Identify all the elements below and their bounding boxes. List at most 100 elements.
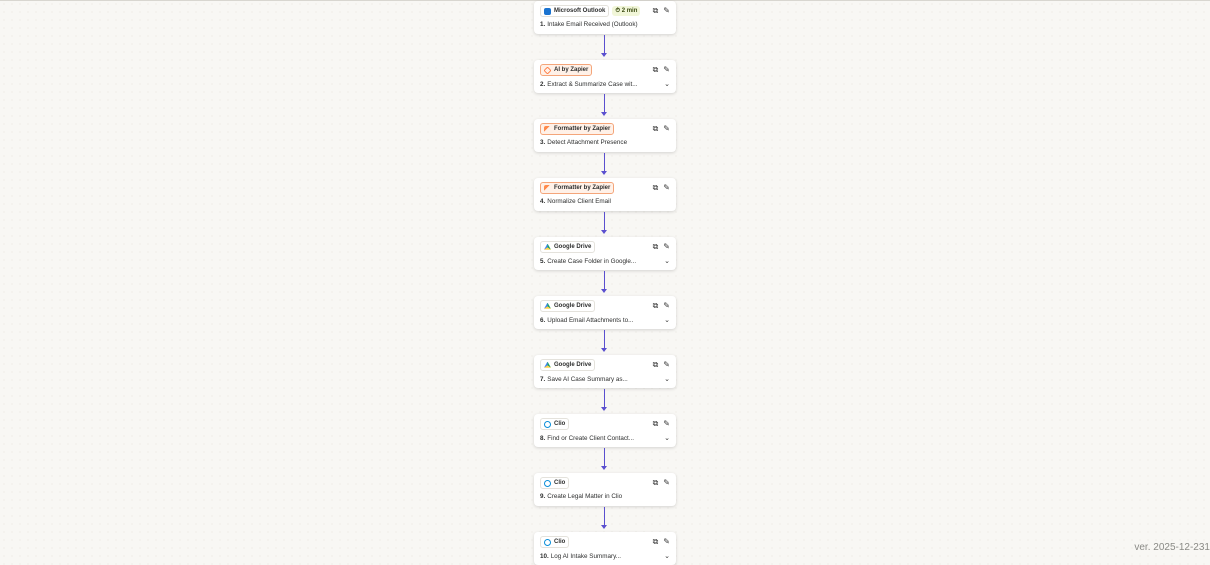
arrow-down-icon: [601, 466, 607, 470]
connector-line: [604, 94, 605, 114]
step-card[interactable]: Microsoft Outlook ⏱ 2 min ⧉ ✎ 1. Intake E…: [534, 1, 676, 34]
app-name: Google Drive: [554, 244, 592, 250]
chevron-down-icon[interactable]: ⌄: [664, 553, 670, 560]
app-name: Formatter by Zapier: [554, 126, 611, 132]
arrow-down-icon: [601, 407, 607, 411]
chevron-down-icon[interactable]: ⌄: [664, 258, 670, 265]
app-badge: Google Drive: [540, 300, 596, 312]
edit-pencil-icon[interactable]: ✎: [663, 183, 670, 192]
app-name: Clio: [554, 480, 566, 486]
formatter-icon: [544, 184, 551, 192]
chevron-down-icon[interactable]: ⌄: [664, 435, 670, 442]
step-title: Upload Email Attachments to...: [547, 316, 634, 324]
step-card[interactable]: Google Drive ⧉ ✎ 5. Create Case Folder in…: [534, 237, 676, 270]
copy-icon[interactable]: ⧉: [652, 65, 659, 74]
arrow-down-icon: [601, 230, 607, 234]
app-name: Clio: [554, 421, 566, 427]
ai-zapier-icon: [543, 66, 552, 74]
app-name: Google Drive: [554, 362, 592, 368]
step-title: Find or Create Client Contact...: [547, 434, 635, 442]
step-card[interactable]: Formatter by Zapier ⧉ ✎ 3. Detect Attachm…: [534, 119, 676, 152]
formatter-icon: [544, 125, 551, 133]
step-number: 4.: [540, 198, 546, 205]
edit-pencil-icon[interactable]: ✎: [663, 419, 670, 428]
app-name: Formatter by Zapier: [554, 185, 611, 191]
app-badge: Clio: [540, 418, 570, 430]
connector-line: [604, 448, 605, 468]
arrow-down-icon: [601, 348, 607, 352]
step-number: 9.: [540, 493, 546, 500]
step-number: 5.: [540, 257, 546, 265]
step-number: 3.: [540, 139, 546, 146]
app-badge: Microsoft Outlook: [540, 5, 610, 17]
step-number: 1.: [540, 21, 546, 28]
step-title: Log AI Intake Summary...: [550, 552, 621, 560]
app-badge: Google Drive: [540, 241, 596, 253]
step-title: Intake Email Received (Outlook): [547, 21, 638, 28]
outlook-icon: [544, 7, 551, 15]
clio-icon: [544, 538, 551, 546]
step-card[interactable]: AI by Zapier ⧉ ✎ 2. Extract & Summarize C…: [534, 60, 676, 93]
connector-line: [604, 35, 605, 55]
google-drive-icon: [544, 243, 551, 250]
app-badge: Formatter by Zapier: [540, 123, 615, 135]
step-card[interactable]: Clio ⧉ ✎ 8. Find or Create Client Contact…: [534, 414, 676, 447]
step-card[interactable]: Google Drive ⧉ ✎ 6. Upload Email Attachme…: [534, 296, 676, 329]
app-name: Clio: [554, 539, 566, 545]
step-card[interactable]: Google Drive ⧉ ✎ 7. Save AI Case Summary …: [534, 355, 676, 388]
arrow-down-icon: [601, 525, 607, 529]
copy-icon[interactable]: ⧉: [652, 242, 659, 251]
clio-icon: [544, 420, 551, 428]
step-number: 7.: [540, 375, 546, 383]
step-title: Extract & Summarize Case wit...: [547, 80, 638, 88]
app-badge: Clio: [540, 536, 570, 548]
copy-icon[interactable]: ⧉: [652, 537, 659, 546]
step-card[interactable]: Clio ⧉ ✎ 10. Log AI Intake Summary... ⌄: [534, 532, 676, 565]
edit-pencil-icon[interactable]: ✎: [663, 478, 670, 487]
step-title: Create Legal Matter in Clio: [547, 493, 623, 500]
arrow-down-icon: [601, 53, 607, 57]
step-card[interactable]: Formatter by Zapier ⧉ ✎ 4. Normalize Clie…: [534, 178, 676, 211]
arrow-down-icon: [601, 112, 607, 116]
google-drive-icon: [544, 302, 551, 309]
step-number: 8.: [540, 434, 546, 442]
copy-icon[interactable]: ⧉: [652, 183, 659, 192]
edit-pencil-icon[interactable]: ✎: [663, 6, 670, 15]
google-drive-icon: [544, 361, 551, 368]
clio-icon: [544, 479, 551, 487]
connector-line: [604, 389, 605, 409]
chevron-down-icon[interactable]: ⌄: [664, 317, 670, 324]
edit-pencil-icon[interactable]: ✎: [663, 360, 670, 369]
step-number: 10.: [540, 552, 549, 560]
top-border: [0, 0, 1210, 1]
copy-icon[interactable]: ⧉: [652, 124, 659, 133]
edit-pencil-icon[interactable]: ✎: [663, 242, 670, 251]
connector-line: [604, 271, 605, 291]
edit-pencil-icon[interactable]: ✎: [663, 301, 670, 310]
connector-line: [604, 153, 605, 173]
time-badge: ⏱ 2 min: [612, 6, 641, 16]
app-badge: AI by Zapier: [540, 64, 593, 76]
copy-icon[interactable]: ⧉: [652, 360, 659, 369]
arrow-down-icon: [601, 171, 607, 175]
app-badge: Formatter by Zapier: [540, 182, 615, 194]
chevron-down-icon[interactable]: ⌄: [664, 376, 670, 383]
time-text: 2 min: [621, 8, 638, 14]
edit-pencil-icon[interactable]: ✎: [663, 65, 670, 74]
copy-icon[interactable]: ⧉: [652, 419, 659, 428]
edit-pencil-icon[interactable]: ✎: [663, 124, 670, 133]
step-title: Save AI Case Summary as...: [547, 375, 628, 383]
step-number: 6.: [540, 316, 546, 324]
copy-icon[interactable]: ⧉: [652, 478, 659, 487]
connector-line: [604, 507, 605, 527]
chevron-down-icon[interactable]: ⌄: [664, 81, 670, 88]
step-number: 2.: [540, 80, 546, 88]
edit-pencil-icon[interactable]: ✎: [663, 537, 670, 546]
app-name: Microsoft Outlook: [554, 8, 606, 14]
step-card[interactable]: Clio ⧉ ✎ 9. Create Legal Matter in Clio: [534, 473, 676, 506]
app-name: Google Drive: [554, 303, 592, 309]
app-name: AI by Zapier: [554, 67, 589, 73]
step-title: Create Case Folder in Google...: [547, 257, 637, 265]
copy-icon[interactable]: ⧉: [652, 6, 659, 15]
copy-icon[interactable]: ⧉: [652, 301, 659, 310]
